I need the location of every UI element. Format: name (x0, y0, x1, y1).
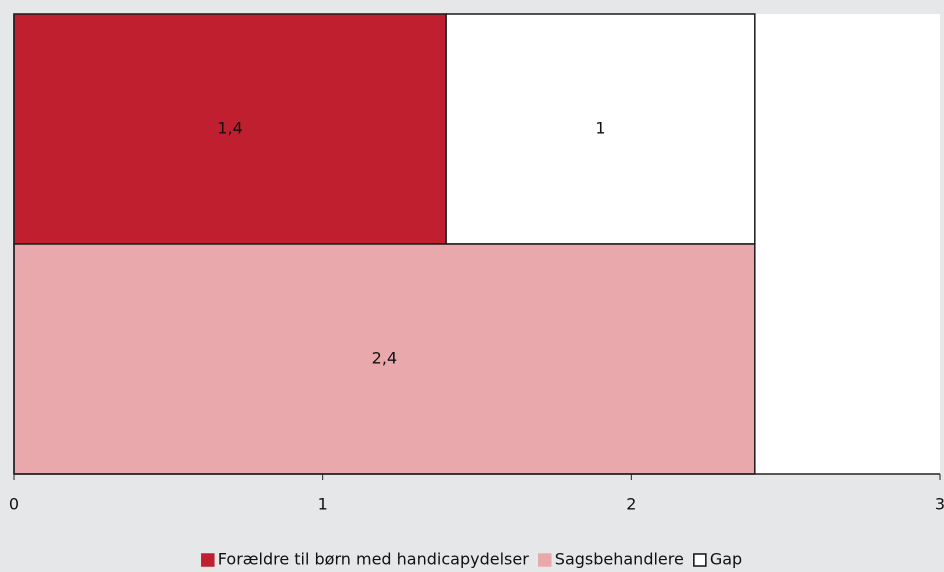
x-tick-label: 3 (935, 495, 944, 514)
x-tick-label: 2 (626, 495, 636, 514)
legend-label: Sagsbehandlere (555, 550, 684, 569)
legend-label: Forældre til børn med handicapydelser (218, 550, 529, 569)
data-label: 1 (595, 119, 605, 138)
x-tick-label: 1 (318, 495, 328, 514)
bar (445, 13, 756, 245)
data-label: 1,4 (217, 119, 242, 138)
legend-marker (693, 553, 707, 567)
legend-marker (201, 553, 215, 567)
legend-label: Gap (710, 550, 742, 569)
legend-marker (538, 553, 552, 567)
data-label: 2,4 (372, 349, 397, 368)
x-tick-label: 0 (9, 495, 19, 514)
legend: Forældre til børn med handicapydelser Sag… (201, 550, 742, 569)
bar (13, 13, 447, 245)
bar (13, 243, 756, 475)
